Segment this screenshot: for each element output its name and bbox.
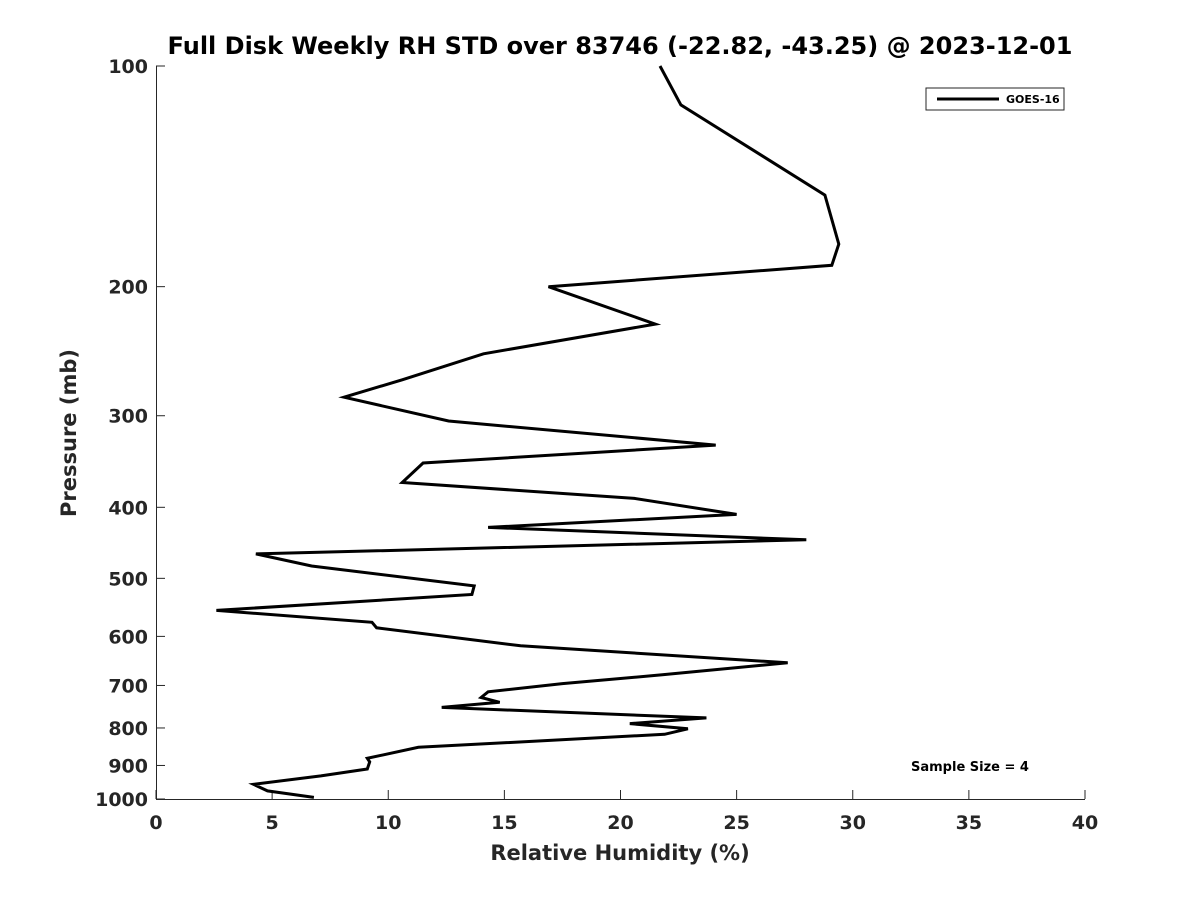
y-tick-label: 600 xyxy=(108,626,148,648)
y-tick-label: 700 xyxy=(108,675,148,697)
sample-size-annotation: Sample Size = 4 xyxy=(911,760,1029,775)
x-tick-label: 20 xyxy=(607,812,633,834)
x-tick-label: 0 xyxy=(149,812,162,834)
y-tick-label: 100 xyxy=(108,56,148,78)
x-tick-label: 10 xyxy=(375,812,401,834)
x-axis-ticks: 0 5 10 15 20 25 30 35 40 xyxy=(149,790,1098,834)
y-tick-label: 800 xyxy=(108,718,148,740)
y-tick-label: 300 xyxy=(108,406,148,428)
x-tick-label: 35 xyxy=(956,812,982,834)
y-tick-label: 1000 xyxy=(95,789,148,811)
series-layer xyxy=(216,65,841,799)
legend: GOES-16 xyxy=(925,87,1065,111)
y-tick-label: 400 xyxy=(108,497,148,519)
legend-label-goes-16: GOES-16 xyxy=(1006,93,1060,106)
x-tick-label: 5 xyxy=(266,812,279,834)
x-tick-label: 25 xyxy=(723,812,749,834)
y-axis-label: Pressure (mb) xyxy=(57,349,81,517)
x-tick-label: 30 xyxy=(840,812,866,834)
plot-area xyxy=(156,66,1085,800)
x-tick-label: 15 xyxy=(491,812,517,834)
x-axis-label: Relative Humidity (%) xyxy=(490,841,749,865)
y-axis-ticks: 100 200 300 400 500 600 700 800 900 1000 xyxy=(95,56,165,811)
y-tick-label: 200 xyxy=(108,277,148,299)
chart-title: Full Disk Weekly RH STD over 83746 (-22.… xyxy=(168,32,1073,60)
series-line-goes-16 xyxy=(216,65,841,799)
y-tick-label: 900 xyxy=(108,755,148,777)
y-tick-label: 500 xyxy=(108,568,148,590)
x-tick-label: 40 xyxy=(1072,812,1098,834)
